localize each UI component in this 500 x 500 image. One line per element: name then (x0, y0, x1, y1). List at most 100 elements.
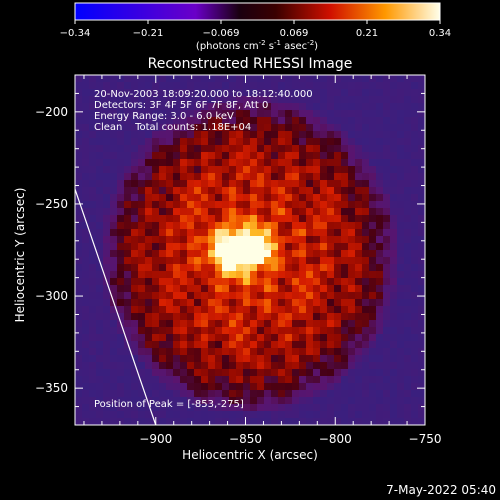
heatmap-cell (306, 278, 314, 286)
heatmap-cell (278, 355, 286, 363)
heatmap-cell (264, 299, 272, 307)
heatmap-cell (411, 110, 419, 118)
heatmap-cell (362, 299, 370, 307)
heatmap-cell (145, 285, 153, 293)
heatmap-cell (89, 348, 97, 356)
heatmap-cell (257, 187, 265, 195)
heatmap-cell (110, 243, 118, 251)
heatmap-cell (173, 250, 181, 258)
heatmap-cell (250, 320, 258, 328)
heatmap-cell (341, 180, 349, 188)
heatmap-cell (292, 257, 300, 265)
heatmap-cell (418, 341, 425, 349)
heatmap-cell (383, 159, 391, 167)
heatmap-cell (285, 96, 293, 104)
heatmap-cell (236, 306, 244, 314)
heatmap-cell (327, 208, 335, 216)
heatmap-cell (82, 222, 90, 230)
heatmap-cell (418, 138, 425, 146)
heatmap-cell (411, 327, 419, 335)
heatmap-cell (404, 236, 412, 244)
heatmap-cell (75, 278, 83, 286)
heatmap-cell (355, 103, 363, 111)
heatmap-cell (103, 411, 111, 419)
heatmap-cell (159, 243, 167, 251)
heatmap-cell (257, 159, 265, 167)
heatmap-cell (327, 362, 335, 370)
heatmap-cell (341, 138, 349, 146)
heatmap-cell (215, 201, 223, 209)
heatmap-cell (404, 201, 412, 209)
heatmap-cell (222, 166, 230, 174)
heatmap-cell (411, 243, 419, 251)
heatmap-cell (229, 362, 237, 370)
heatmap-cell (257, 236, 265, 244)
heatmap-cell (124, 96, 132, 104)
heatmap-cell (390, 215, 398, 223)
heatmap-cell (159, 222, 167, 230)
heatmap-cell (194, 362, 202, 370)
heatmap-cell (292, 159, 300, 167)
heatmap-cell (320, 271, 328, 279)
heatmap-cell (348, 334, 356, 342)
heatmap-cell (418, 285, 425, 293)
heatmap-cell (173, 152, 181, 160)
heatmap-cell (383, 110, 391, 118)
heatmap-cell (327, 131, 335, 139)
heatmap-cell (152, 82, 160, 90)
heatmap-cell (82, 362, 90, 370)
heatmap-cell (348, 313, 356, 321)
heatmap-cell (341, 285, 349, 293)
heatmap-cell (411, 166, 419, 174)
heatmap-cell (243, 75, 251, 83)
heatmap-cell (264, 194, 272, 202)
heatmap-cell (173, 96, 181, 104)
heatmap-cell (145, 334, 153, 342)
heatmap-cell (271, 404, 279, 412)
heatmap-cell (117, 327, 125, 335)
heatmap-cell (271, 131, 279, 139)
heatmap-cell (208, 285, 216, 293)
heatmap-cell (320, 285, 328, 293)
heatmap-cell (383, 264, 391, 272)
heatmap-cell (278, 173, 286, 181)
heatmap-cell (222, 355, 230, 363)
heatmap-cell (96, 313, 104, 321)
heatmap-cell (131, 89, 139, 97)
heatmap-cell (362, 348, 370, 356)
heatmap-cell (369, 75, 377, 83)
heatmap-cell (131, 306, 139, 314)
heatmap-cell (313, 348, 321, 356)
heatmap-cell (250, 166, 258, 174)
heatmap-cell (117, 194, 125, 202)
heatmap-cell (173, 383, 181, 391)
heatmap-cell (355, 264, 363, 272)
heatmap-cell (124, 82, 132, 90)
heatmap-cell (355, 313, 363, 321)
heatmap-cell (75, 201, 83, 209)
heatmap-cell (257, 103, 265, 111)
heatmap-cell (243, 201, 251, 209)
heatmap-cell (89, 96, 97, 104)
heatmap-cell (215, 257, 223, 265)
heatmap-cell (124, 152, 132, 160)
heatmap-cell (82, 243, 90, 251)
heatmap-cell (327, 89, 335, 97)
heatmap-cell (152, 306, 160, 314)
heatmap-cell (285, 369, 293, 377)
heatmap-cell (257, 229, 265, 237)
heatmap-cell (292, 250, 300, 258)
heatmap-cell (383, 131, 391, 139)
heatmap-cell (96, 208, 104, 216)
heatmap-cell (383, 348, 391, 356)
heatmap-cell (299, 404, 307, 412)
heatmap-cell (341, 173, 349, 181)
heatmap-cell (145, 131, 153, 139)
heatmap-cell (278, 327, 286, 335)
heatmap-cell (285, 208, 293, 216)
heatmap-cell (201, 159, 209, 167)
heatmap-cell (348, 180, 356, 188)
heatmap-cell (376, 285, 384, 293)
heatmap-cell (201, 229, 209, 237)
heatmap-cell (306, 152, 314, 160)
